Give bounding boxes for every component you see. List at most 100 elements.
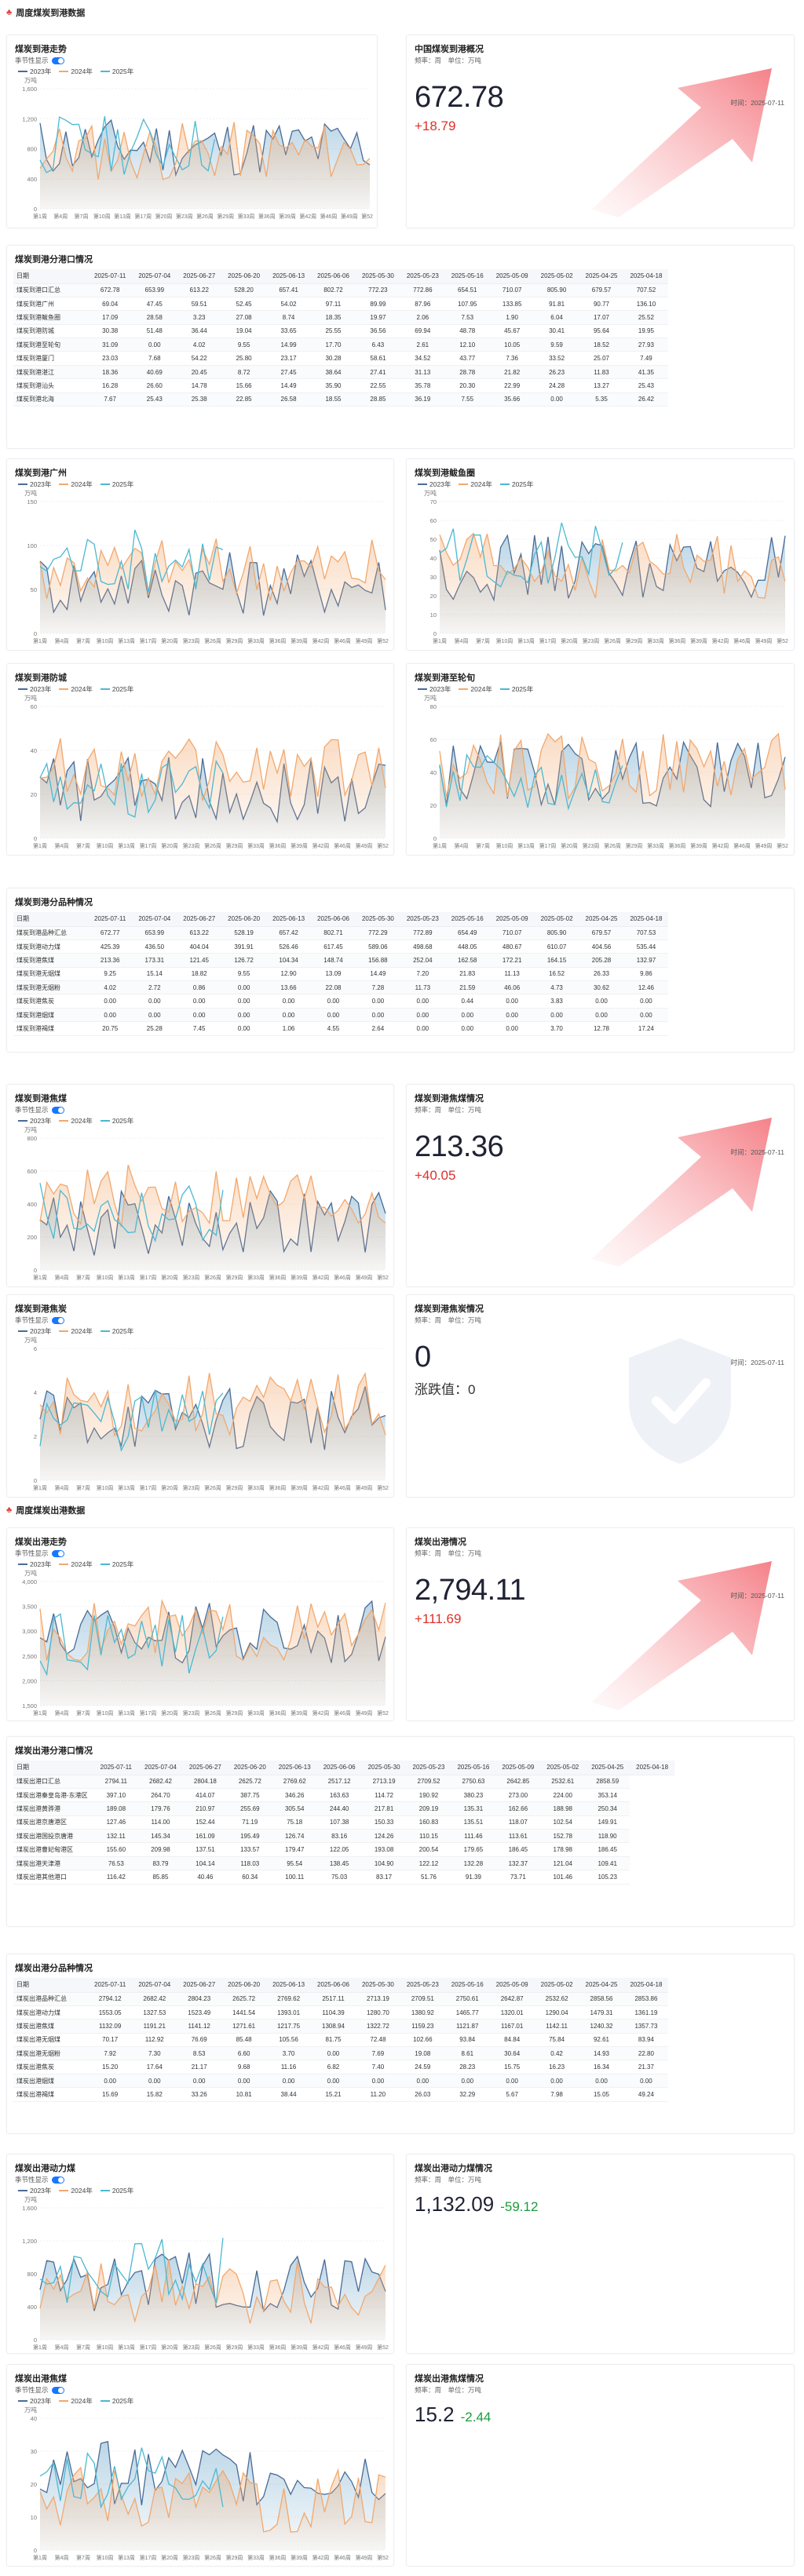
- data-table-wrap[interactable]: 日期 2025-07-11 2025-07-04 2025-06-27 2025-06-…: [13, 1978, 794, 2102]
- column-header[interactable]: 2025-06-20: [221, 269, 267, 284]
- column-header[interactable]: 2025-04-18: [623, 269, 669, 284]
- column-header[interactable]: 2025-04-18: [630, 1761, 675, 1775]
- x-tick-label: 第20周: [561, 637, 578, 644]
- column-header[interactable]: 2025-05-09: [489, 912, 535, 927]
- column-header[interactable]: 日期: [13, 1761, 94, 1775]
- column-header[interactable]: 2025-04-25: [585, 1761, 630, 1775]
- legend-item-y2023[interactable]: 2023年: [18, 684, 51, 694]
- column-header[interactable]: 2025-07-11: [88, 912, 133, 927]
- legend-item-y2023[interactable]: 2023年: [18, 1116, 51, 1126]
- column-header[interactable]: 2025-05-30: [355, 912, 400, 927]
- column-header[interactable]: 日期: [13, 912, 88, 927]
- column-header[interactable]: 2025-05-23: [406, 1761, 451, 1775]
- column-header[interactable]: 2025-04-18: [623, 1978, 669, 1993]
- seasonal-toggle[interactable]: [51, 1316, 64, 1324]
- column-header[interactable]: 2025-04-25: [579, 912, 624, 927]
- column-header[interactable]: 2025-05-09: [489, 1978, 535, 1993]
- seasonal-toggle[interactable]: [51, 1106, 64, 1114]
- table-row: 煤炭出港烟煤 0.00 0.00 0.00 0.00 0.00 0.00 0.00 0.00 0.…: [13, 2074, 669, 2089]
- column-header[interactable]: 2025-07-11: [93, 1761, 138, 1775]
- column-header[interactable]: 2025-06-27: [182, 1761, 228, 1775]
- column-header[interactable]: 2025-06-20: [227, 1761, 272, 1775]
- data-table-wrap[interactable]: 日期 2025-07-11 2025-07-04 2025-06-27 2025-06-…: [13, 1761, 794, 1885]
- column-header[interactable]: 2025-05-23: [400, 1978, 445, 1993]
- legend-item-y2023[interactable]: 2023年: [18, 1326, 51, 1336]
- table-cell: 163.63: [316, 1788, 362, 1803]
- column-header[interactable]: 2025-05-23: [400, 912, 445, 927]
- column-header[interactable]: 2025-06-13: [266, 1978, 312, 1993]
- column-header[interactable]: 2025-06-27: [177, 269, 222, 284]
- legend-item-y2025[interactable]: 2025年: [100, 684, 133, 694]
- legend-item-y2025[interactable]: 2025年: [100, 2396, 133, 2406]
- column-header[interactable]: 2025-05-02: [534, 269, 579, 284]
- column-header[interactable]: 2025-05-16: [444, 269, 490, 284]
- column-header[interactable]: 2025-06-27: [177, 1978, 222, 1993]
- column-header[interactable]: 2025-07-04: [132, 1978, 177, 1993]
- legend-item-y2025[interactable]: 2025年: [100, 1116, 133, 1126]
- column-header[interactable]: 2025-06-06: [311, 1978, 356, 1993]
- column-header[interactable]: 2025-06-27: [177, 912, 222, 927]
- column-header[interactable]: 2025-07-04: [132, 912, 177, 927]
- column-header[interactable]: 2025-05-30: [355, 1978, 400, 1993]
- column-header[interactable]: 2025-05-30: [361, 1761, 407, 1775]
- column-header[interactable]: 2025-04-25: [579, 1978, 624, 1993]
- legend-item-y2024[interactable]: 2024年: [59, 1326, 93, 1336]
- column-header[interactable]: 2025-05-16: [444, 1978, 490, 1993]
- legend-item-y2023[interactable]: 2023年: [18, 67, 51, 76]
- legend-item-y2025[interactable]: 2025年: [100, 480, 133, 489]
- column-header[interactable]: 2025-06-06: [316, 1761, 362, 1775]
- column-header[interactable]: 2025-05-02: [540, 1761, 586, 1775]
- column-header[interactable]: 2025-06-20: [221, 1978, 267, 1993]
- column-header[interactable]: 2025-05-16: [451, 1761, 496, 1775]
- column-header[interactable]: 2025-06-13: [266, 912, 312, 927]
- legend-item-y2023[interactable]: 2023年: [18, 1560, 51, 1569]
- table-cell: 160.83: [406, 1815, 451, 1830]
- legend-item-y2023[interactable]: 2023年: [18, 2396, 51, 2406]
- column-header[interactable]: 2025-05-09: [495, 1761, 541, 1775]
- seasonal-toggle[interactable]: [51, 57, 64, 64]
- legend-item-y2024[interactable]: 2024年: [59, 480, 93, 489]
- seasonal-toggle[interactable]: [51, 2176, 64, 2184]
- legend-item-y2023[interactable]: 2023年: [418, 684, 451, 694]
- column-header[interactable]: 日期: [13, 1978, 88, 1993]
- legend-item-y2023[interactable]: 2023年: [18, 2186, 51, 2195]
- column-header[interactable]: 2025-06-06: [311, 269, 356, 284]
- legend-item-y2024[interactable]: 2024年: [59, 1116, 93, 1126]
- legend-item-y2024[interactable]: 2024年: [59, 684, 93, 694]
- column-header[interactable]: 2025-06-20: [221, 912, 267, 927]
- column-header[interactable]: 2025-04-25: [579, 269, 624, 284]
- column-header[interactable]: 2025-07-04: [138, 1761, 183, 1775]
- column-header[interactable]: 2025-06-06: [311, 912, 356, 927]
- legend-item-y2025[interactable]: 2025年: [499, 480, 533, 489]
- column-header[interactable]: 2025-05-16: [444, 912, 490, 927]
- legend-item-y2024[interactable]: 2024年: [459, 480, 492, 489]
- column-header[interactable]: 2025-07-04: [132, 269, 177, 284]
- legend-item-y2025[interactable]: 2025年: [100, 1560, 133, 1569]
- column-header[interactable]: 2025-07-11: [88, 269, 133, 284]
- legend-item-y2025[interactable]: 2025年: [499, 684, 533, 694]
- legend-item-y2024[interactable]: 2024年: [459, 684, 492, 694]
- column-header[interactable]: 2025-07-11: [88, 1978, 133, 1993]
- legend-item-y2025[interactable]: 2025年: [100, 2186, 133, 2195]
- legend-item-y2024[interactable]: 2024年: [59, 1560, 93, 1569]
- column-header[interactable]: 2025-05-02: [534, 912, 579, 927]
- column-header[interactable]: 日期: [13, 269, 88, 284]
- legend-item-y2024[interactable]: 2024年: [59, 2186, 93, 2195]
- legend-item-y2024[interactable]: 2024年: [59, 67, 93, 76]
- legend-item-y2023[interactable]: 2023年: [418, 480, 451, 489]
- legend-item-y2024[interactable]: 2024年: [59, 2396, 93, 2406]
- legend-item-y2023[interactable]: 2023年: [18, 480, 51, 489]
- seasonal-toggle[interactable]: [51, 2386, 64, 2394]
- column-header[interactable]: 2025-06-13: [272, 1761, 317, 1775]
- data-table-wrap[interactable]: 日期 2025-07-11 2025-07-04 2025-06-27 2025-06-…: [13, 269, 794, 407]
- seasonal-toggle[interactable]: [51, 1549, 64, 1557]
- legend-item-y2025[interactable]: 2025年: [100, 67, 133, 76]
- column-header[interactable]: 2025-05-02: [534, 1978, 579, 1993]
- column-header[interactable]: 2025-04-18: [623, 912, 669, 927]
- column-header[interactable]: 2025-06-13: [266, 269, 312, 284]
- legend-item-y2025[interactable]: 2025年: [100, 1326, 133, 1336]
- column-header[interactable]: 2025-05-30: [355, 269, 400, 284]
- column-header[interactable]: 2025-05-09: [489, 269, 535, 284]
- column-header[interactable]: 2025-05-23: [400, 269, 445, 284]
- data-table-wrap[interactable]: 日期 2025-07-11 2025-07-04 2025-06-27 2025-06-…: [13, 912, 794, 1036]
